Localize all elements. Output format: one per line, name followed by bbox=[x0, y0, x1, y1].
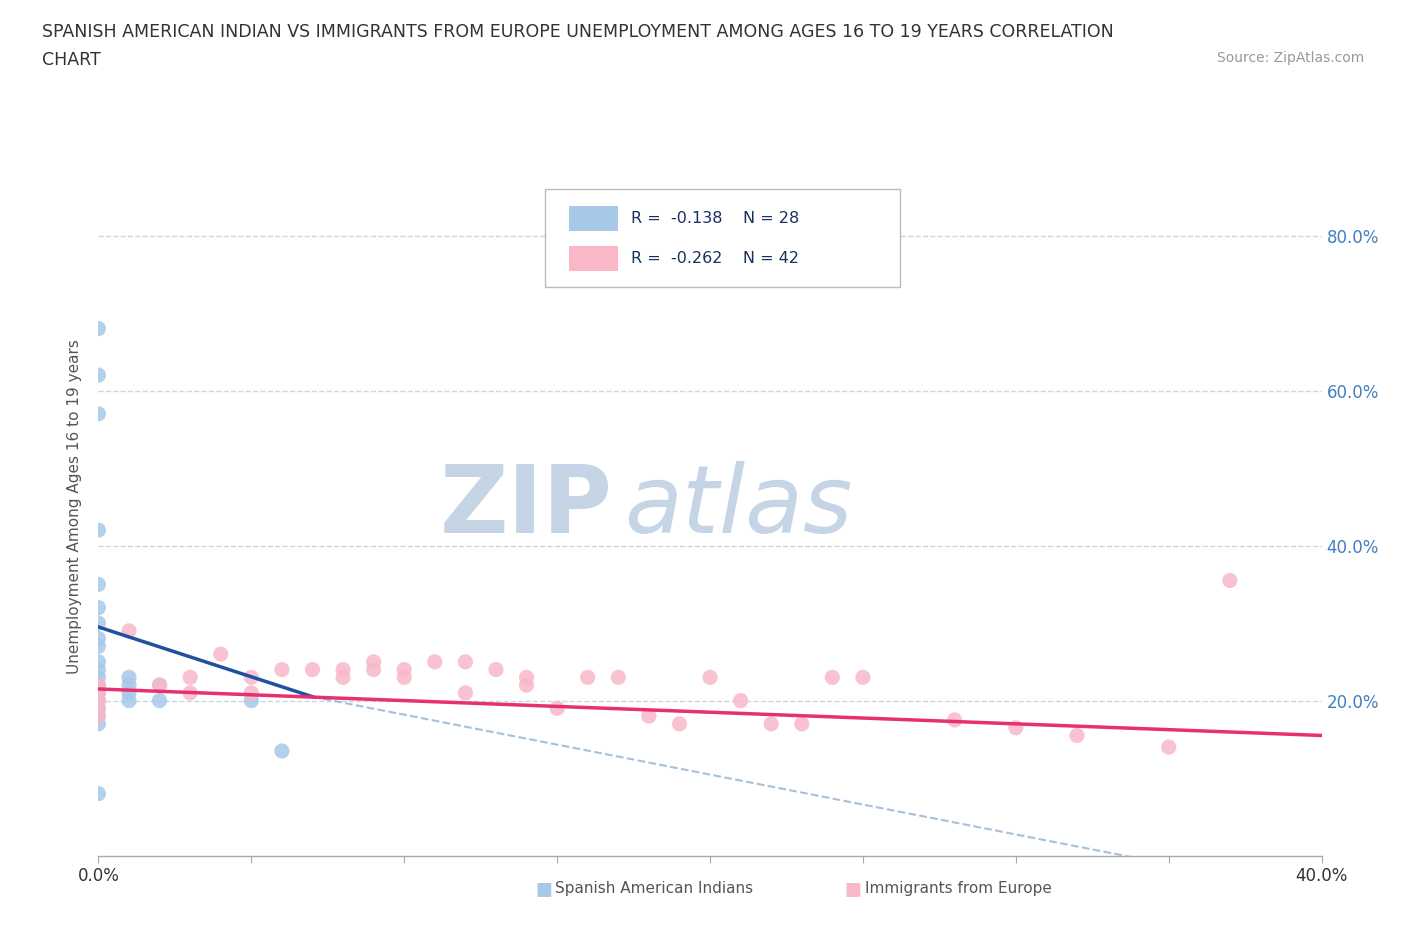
Point bbox=[87, 406, 110, 421]
Point bbox=[87, 685, 110, 700]
Point bbox=[392, 670, 416, 684]
Point bbox=[637, 709, 661, 724]
Text: R =  -0.138    N = 28: R = -0.138 N = 28 bbox=[630, 211, 799, 226]
Point bbox=[209, 646, 232, 661]
Point bbox=[363, 662, 385, 677]
Point bbox=[332, 670, 354, 684]
Point bbox=[240, 670, 263, 684]
Point bbox=[516, 678, 538, 693]
Point bbox=[423, 655, 446, 670]
Bar bbox=[569, 206, 619, 231]
Text: SPANISH AMERICAN INDIAN VS IMMIGRANTS FROM EUROPE UNEMPLOYMENT AMONG AGES 16 TO : SPANISH AMERICAN INDIAN VS IMMIGRANTS FR… bbox=[42, 23, 1114, 41]
Text: ▪: ▪ bbox=[534, 874, 553, 902]
Point bbox=[87, 685, 110, 700]
Text: CHART: CHART bbox=[42, 51, 101, 69]
Point bbox=[87, 693, 110, 708]
Y-axis label: Unemployment Among Ages 16 to 19 years: Unemployment Among Ages 16 to 19 years bbox=[67, 339, 83, 674]
Point bbox=[118, 670, 141, 684]
Point bbox=[485, 662, 508, 677]
Point bbox=[699, 670, 721, 684]
Point bbox=[1004, 720, 1026, 735]
Point bbox=[87, 701, 110, 716]
Point bbox=[87, 631, 110, 646]
Point bbox=[87, 670, 110, 684]
Point bbox=[392, 662, 416, 677]
Point bbox=[179, 670, 201, 684]
Point bbox=[240, 685, 263, 700]
Text: Source: ZipAtlas.com: Source: ZipAtlas.com bbox=[1216, 51, 1364, 65]
Point bbox=[1066, 728, 1088, 743]
Point bbox=[516, 670, 538, 684]
Point bbox=[270, 744, 292, 759]
Point bbox=[332, 662, 354, 677]
Point bbox=[821, 670, 844, 684]
Point bbox=[454, 685, 477, 700]
Point bbox=[363, 655, 385, 670]
Text: R =  -0.262    N = 42: R = -0.262 N = 42 bbox=[630, 251, 799, 266]
Point bbox=[87, 616, 110, 631]
Text: Spanish American Indians: Spanish American Indians bbox=[555, 881, 754, 896]
Text: atlas: atlas bbox=[624, 461, 852, 552]
Point bbox=[87, 577, 110, 591]
Text: Immigrants from Europe: Immigrants from Europe bbox=[865, 881, 1052, 896]
Point bbox=[301, 662, 323, 677]
Point bbox=[454, 655, 477, 670]
Point bbox=[87, 662, 110, 677]
Point bbox=[852, 670, 875, 684]
Point bbox=[118, 693, 141, 708]
Point bbox=[1219, 573, 1241, 588]
Point bbox=[943, 712, 966, 727]
Point bbox=[149, 678, 172, 693]
Point bbox=[87, 321, 110, 336]
Point bbox=[87, 600, 110, 615]
Point bbox=[87, 639, 110, 654]
Point bbox=[87, 678, 110, 693]
Text: ▪: ▪ bbox=[844, 874, 862, 902]
Point bbox=[149, 678, 172, 693]
Point bbox=[87, 709, 110, 724]
Point bbox=[668, 716, 690, 731]
Point bbox=[759, 716, 782, 731]
Point bbox=[118, 685, 141, 700]
Point bbox=[576, 670, 599, 684]
Point bbox=[790, 716, 813, 731]
Point bbox=[1157, 739, 1180, 754]
Point bbox=[87, 685, 110, 700]
Bar bbox=[569, 246, 619, 271]
Point bbox=[87, 693, 110, 708]
Point bbox=[87, 678, 110, 693]
Point bbox=[607, 670, 630, 684]
Point bbox=[87, 367, 110, 382]
Point bbox=[87, 786, 110, 801]
Point bbox=[87, 678, 110, 693]
Point bbox=[118, 678, 141, 693]
Point bbox=[87, 655, 110, 670]
Point bbox=[179, 685, 201, 700]
FancyBboxPatch shape bbox=[546, 190, 900, 287]
Point bbox=[87, 523, 110, 538]
Point bbox=[118, 623, 141, 638]
Point bbox=[149, 693, 172, 708]
Point bbox=[87, 716, 110, 731]
Point bbox=[240, 693, 263, 708]
Point bbox=[87, 709, 110, 724]
Point bbox=[87, 701, 110, 716]
Text: ZIP: ZIP bbox=[439, 461, 612, 552]
Point bbox=[270, 662, 292, 677]
Point bbox=[546, 701, 568, 716]
Point bbox=[730, 693, 752, 708]
